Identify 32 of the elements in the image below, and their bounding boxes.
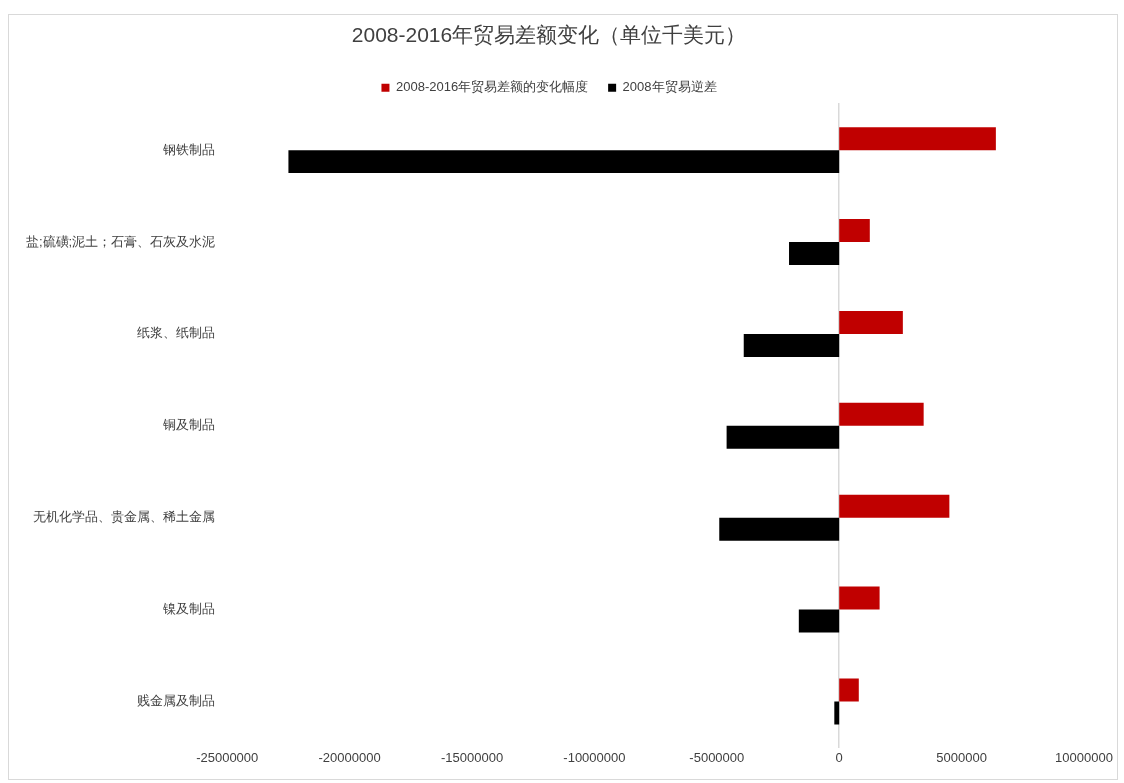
y-tick-label: 贱金属及制品 — [137, 693, 216, 709]
x-tick-label: 5000000 — [936, 749, 987, 765]
bar — [834, 701, 840, 725]
bar — [839, 219, 870, 243]
bar — [726, 425, 840, 449]
bar — [839, 127, 996, 151]
y-tick-label: 盐;硫磺;泥土；石膏、石灰及水泥 — [25, 233, 216, 249]
x-tick-label: -25000000 — [196, 749, 259, 765]
chart-title: 2008-2016年贸易差额变化（单位千美元） — [351, 23, 747, 47]
bar — [743, 333, 840, 357]
bar — [789, 242, 840, 265]
legend-label: 2008-2016年贸易差额的变化幅度 — [395, 79, 589, 95]
bar — [839, 494, 950, 518]
legend-label: 2008年贸易逆差 — [622, 79, 717, 95]
x-tick-label: -15000000 — [440, 749, 504, 765]
y-tick-label: 无机化学品、贵金属、稀土金属 — [33, 509, 216, 525]
bar — [719, 517, 840, 541]
y-tick-label: 钢铁制品 — [162, 141, 216, 157]
x-tick-label: 10000000 — [1055, 749, 1113, 765]
bar — [288, 150, 840, 174]
x-tick-label: -20000000 — [318, 749, 381, 765]
bar — [839, 402, 924, 426]
x-tick-label: -5000000 — [689, 749, 745, 765]
y-tick-label: 纸浆、纸制品 — [137, 325, 216, 341]
bar — [798, 609, 840, 633]
y-tick-label: 镍及制品 — [162, 601, 216, 617]
bar — [839, 586, 880, 610]
y-tick-label: 铜及制品 — [162, 417, 216, 433]
x-tick-label: -10000000 — [563, 749, 626, 765]
bar — [839, 678, 859, 702]
bar — [839, 310, 903, 334]
x-tick-label: 0 — [835, 749, 843, 765]
